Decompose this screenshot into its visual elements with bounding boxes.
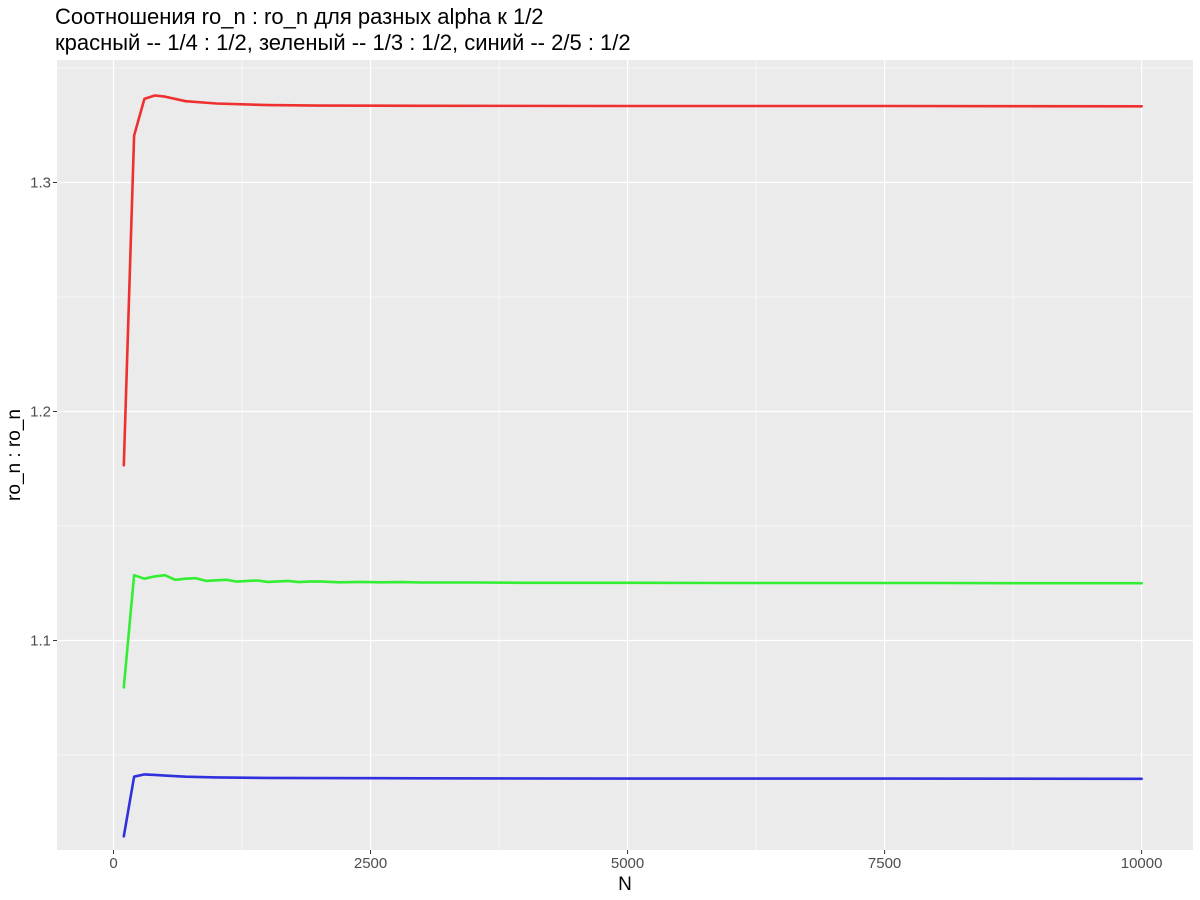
y-tick-label: 1.2: [30, 403, 51, 420]
x-tick-label: 5000: [611, 855, 644, 872]
y-tick-label: 1.1: [30, 632, 51, 649]
x-tick-label: 10000: [1121, 855, 1163, 872]
x-tick-label: 7500: [868, 855, 901, 872]
x-axis-title: N: [618, 874, 632, 895]
chart-subtitle: красный -- 1/4 : 1/2, зеленый -- 1/3 : 1…: [55, 30, 631, 55]
chart-title: Соотношения ro_n : ro_n для разных alpha…: [55, 4, 544, 29]
x-tick-label: 2500: [354, 855, 387, 872]
y-tick-label: 1.3: [30, 175, 51, 192]
y-axis-title: ro_n : ro_n: [4, 409, 25, 501]
plot-panel: [57, 60, 1193, 850]
series-line-1: [122, 94, 1143, 467]
series-line-2: [122, 573, 1143, 689]
series-line-3: [122, 773, 1143, 838]
x-tick-label: 0: [109, 855, 117, 872]
